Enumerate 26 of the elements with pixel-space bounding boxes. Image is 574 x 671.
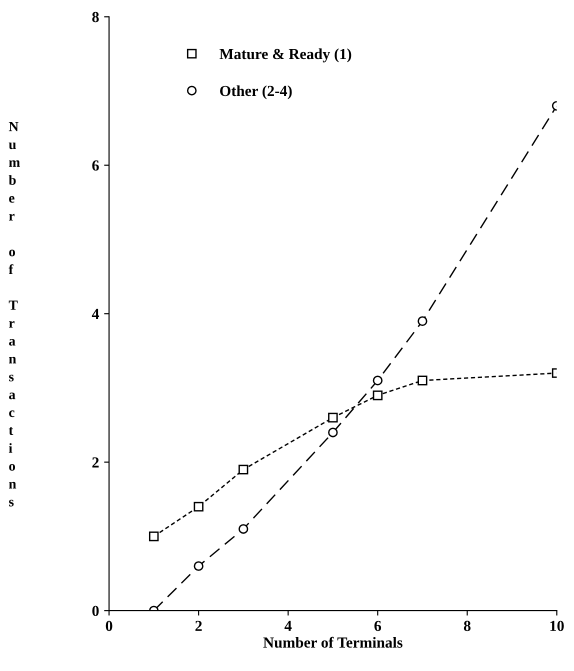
y-tick-label: 6 — [92, 160, 99, 171]
point — [372, 376, 383, 386]
point — [194, 502, 204, 512]
x-axis-title: Number of Terminals — [263, 636, 402, 648]
point — [238, 524, 248, 534]
y-tick-label: 8 — [92, 12, 99, 22]
x-tick-label: 0 — [106, 620, 112, 632]
legend-label: Other (2-4) — [220, 85, 292, 100]
point — [328, 428, 338, 438]
legend-label: Mature & Ready (1) — [220, 48, 352, 62]
x-tick-label: 6 — [374, 620, 382, 632]
y-tick-label: 4 — [92, 308, 100, 319]
point — [194, 561, 204, 571]
point — [372, 390, 383, 400]
y-tick-label: 0 — [92, 606, 99, 616]
point — [238, 464, 248, 474]
point — [148, 532, 159, 542]
point — [418, 316, 428, 326]
point — [418, 376, 428, 386]
text: Number of Transactions — [8, 122, 20, 506]
x-tick-label: 8 — [464, 620, 471, 632]
y-tick-label: 2 — [92, 457, 99, 468]
point — [328, 412, 338, 422]
x-tick-label: 10 — [550, 620, 564, 632]
x-tick-label: 2 — [195, 620, 202, 631]
x-tick-label: 4 — [284, 620, 292, 631]
